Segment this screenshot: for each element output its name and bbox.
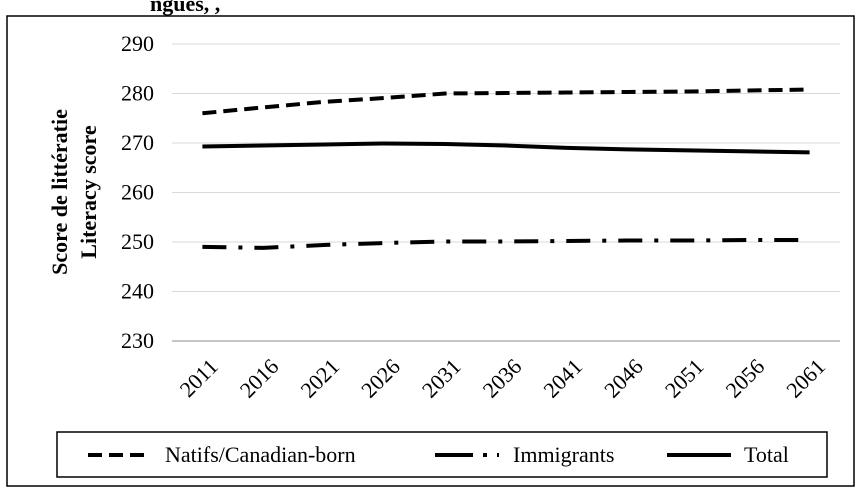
series-line-natifs-canadian-born [202,87,810,116]
gridlines [172,43,840,342]
legend-label: Immigrants [513,442,614,467]
legend-label: Natifs/Canadian-born [165,442,356,467]
series-line-immigrants [202,238,810,250]
x-tick-label: 2016 [235,354,284,403]
x-axis-ticks: 2011 2016 2021 2026 2031 2036 2041 2046 2051 2056… [175,354,830,403]
y-tick-label: 270 [121,130,154,155]
x-tick-label: 2041 [538,354,587,403]
x-tick-label: 2011 [175,354,223,402]
chart-frame [6,15,855,487]
y-axis-label-en: Literacy score [76,125,101,259]
x-tick-label: 2046 [599,354,648,403]
x-tick-label: 2036 [478,354,527,403]
y-tick-label: 290 [121,31,154,56]
series-line-total [202,141,810,155]
y-tick-label: 280 [121,81,154,106]
x-tick-label: 2031 [417,354,466,403]
x-tick-label: 2021 [295,354,344,403]
y-axis-label-fr: Score de littératie [47,109,72,275]
y-tick-label: 240 [121,279,154,304]
legend-label: Total [744,442,789,467]
x-tick-label: 2051 [660,354,709,403]
series-lines [202,87,810,250]
x-tick-label: 2026 [356,354,405,403]
y-tick-label: 250 [121,229,154,254]
cropped-title-fragment: ngues, , [150,0,220,16]
x-tick-label: 2061 [781,354,830,403]
y-tick-label: 230 [121,328,154,353]
y-tick-label: 260 [121,180,154,205]
y-axis-ticks: 290 280 270 260 250 240 230 [121,31,154,353]
legend: Natifs/Canadian-born Immigrants Total [88,442,789,467]
x-tick-label: 2056 [721,354,770,403]
